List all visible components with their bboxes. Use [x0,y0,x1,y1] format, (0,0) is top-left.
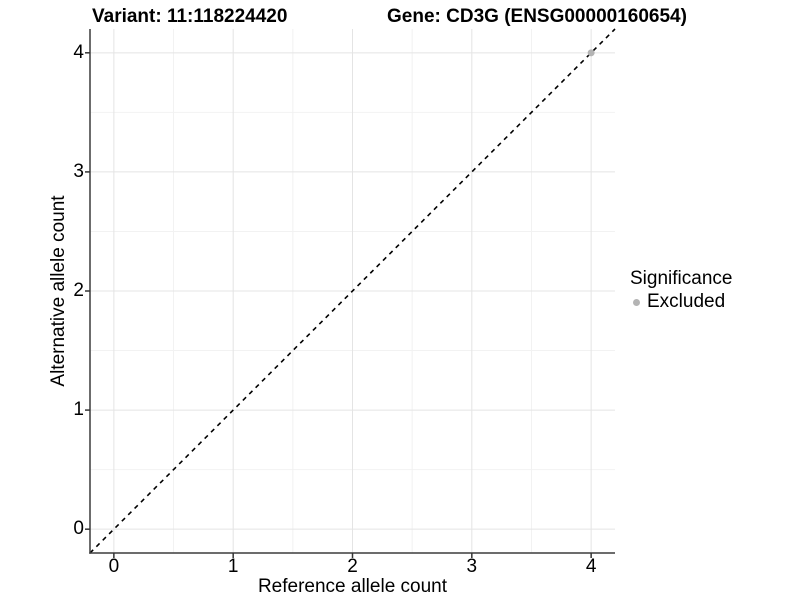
identity-line [89,28,616,554]
data-point [587,49,595,57]
legend-point-icon [633,298,640,306]
x-axis-title: Reference allele count [257,576,448,597]
legend: Significance Excluded [630,268,732,313]
y-tick-label: 4 [73,41,84,63]
plot-title-variant: Variant: 11:118224420 [92,6,288,27]
y-tick-label: 0 [73,518,84,540]
plot-canvas [85,28,616,558]
x-tick-label: 1 [227,556,239,577]
plot-panel [85,28,616,558]
legend-entry-excluded: Excluded [630,291,732,313]
y-tick-label: 2 [73,280,84,301]
legend-title: Significance [630,268,733,289]
y-tick-label: 3 [73,160,84,182]
plot-title-gene: Gene: CD3G (ENSG00000160654) [387,6,687,27]
x-tick-label: 4 [585,556,597,577]
y-axis-title: Alternative allele count [48,195,69,387]
x-tick-label: 0 [108,556,120,577]
legend-entry-label: Excluded [647,291,726,312]
y-tick-label: 1 [73,399,84,421]
x-tick-label: 3 [466,556,478,577]
x-tick-label: 2 [347,556,358,577]
